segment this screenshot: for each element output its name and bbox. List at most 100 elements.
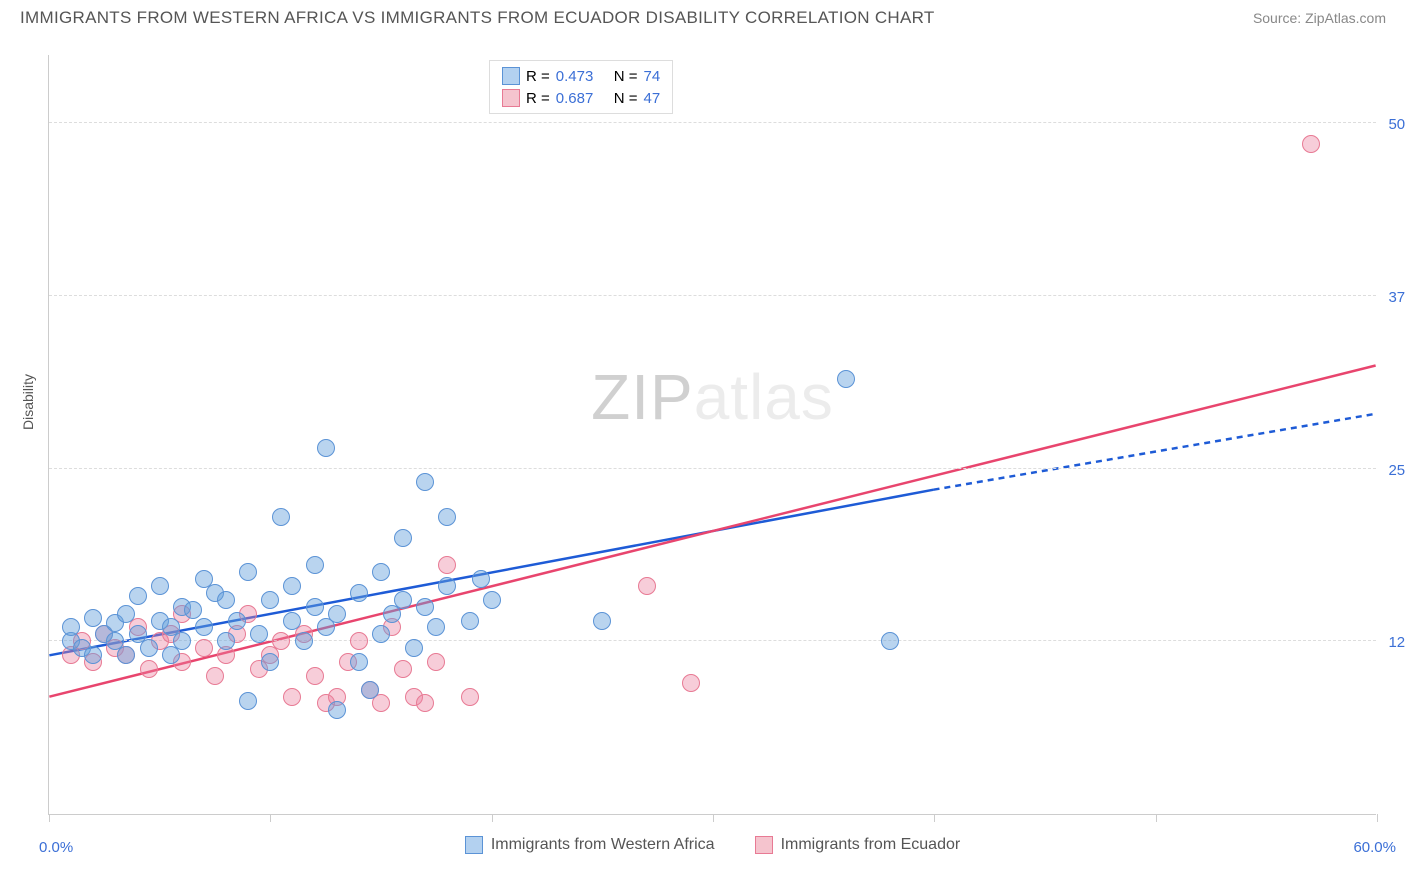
- scatter-point: [283, 612, 301, 630]
- scatter-point: [117, 605, 135, 623]
- legend-label-blue: Immigrants from Western Africa: [491, 836, 715, 854]
- legend-item-blue: Immigrants from Western Africa: [465, 836, 715, 854]
- chart-source: Source: ZipAtlas.com: [1253, 10, 1386, 26]
- scatter-point: [217, 591, 235, 609]
- x-tick: [934, 814, 935, 822]
- scatter-point: [1302, 135, 1320, 153]
- x-tick: [713, 814, 714, 822]
- scatter-point: [283, 577, 301, 595]
- scatter-point: [593, 612, 611, 630]
- scatter-point: [394, 660, 412, 678]
- scatter-point: [239, 563, 257, 581]
- scatter-point: [317, 439, 335, 457]
- scatter-point: [140, 639, 158, 657]
- x-axis-end-label: 60.0%: [1353, 839, 1396, 856]
- scatter-point: [416, 694, 434, 712]
- correlation-legend: R = 0.473 N = 74 R = 0.687 N = 47: [489, 60, 673, 114]
- chart-header: IMMIGRANTS FROM WESTERN AFRICA VS IMMIGR…: [0, 0, 1406, 32]
- x-tick: [1377, 814, 1378, 822]
- scatter-point: [250, 625, 268, 643]
- legend-row-blue: R = 0.473 N = 74: [502, 65, 660, 87]
- scatter-point: [129, 587, 147, 605]
- scatter-point: [483, 591, 501, 609]
- scatter-point: [881, 632, 899, 650]
- swatch-pink-icon: [755, 836, 773, 854]
- scatter-point: [306, 556, 324, 574]
- scatter-point: [372, 625, 390, 643]
- scatter-point: [372, 563, 390, 581]
- y-tick-label: 37.5%: [1388, 289, 1406, 306]
- scatter-point: [350, 653, 368, 671]
- scatter-point: [461, 612, 479, 630]
- y-tick-label: 50.0%: [1388, 116, 1406, 133]
- scatter-point: [427, 618, 445, 636]
- scatter-point: [283, 688, 301, 706]
- n-label: N =: [614, 90, 638, 107]
- legend-label-pink: Immigrants from Ecuador: [781, 836, 961, 854]
- scatter-point: [438, 508, 456, 526]
- scatter-point: [84, 646, 102, 664]
- scatter-point: [472, 570, 490, 588]
- scatter-point: [272, 508, 290, 526]
- scatter-point: [306, 667, 324, 685]
- scatter-point: [350, 584, 368, 602]
- scatter-point: [140, 660, 158, 678]
- x-tick: [49, 814, 50, 822]
- scatter-point: [416, 473, 434, 491]
- scatter-point: [638, 577, 656, 595]
- scatter-point: [394, 591, 412, 609]
- y-tick-label: 12.5%: [1388, 634, 1406, 651]
- scatter-point: [217, 632, 235, 650]
- watermark-part1: ZIP: [591, 361, 694, 433]
- series-legend: Immigrants from Western Africa Immigrant…: [49, 836, 1376, 854]
- scatter-point: [261, 591, 279, 609]
- watermark: ZIPatlas: [591, 360, 834, 434]
- scatter-point: [394, 529, 412, 547]
- scatter-point: [837, 370, 855, 388]
- chart-title: IMMIGRANTS FROM WESTERN AFRICA VS IMMIGR…: [20, 8, 935, 28]
- scatter-point: [361, 681, 379, 699]
- legend-row-pink: R = 0.687 N = 47: [502, 87, 660, 109]
- gridline-h: [49, 295, 1376, 296]
- legend-item-pink: Immigrants from Ecuador: [755, 836, 961, 854]
- r-label: R =: [526, 68, 550, 85]
- gridline-h: [49, 468, 1376, 469]
- y-tick-label: 25.0%: [1388, 462, 1406, 479]
- y-axis-label: Disability: [20, 374, 36, 430]
- scatter-point: [62, 618, 80, 636]
- scatter-point: [350, 632, 368, 650]
- scatter-point: [239, 692, 257, 710]
- scatter-point: [295, 632, 313, 650]
- r-value-blue: 0.473: [556, 68, 608, 85]
- gridline-h: [49, 122, 1376, 123]
- n-value-pink: 47: [644, 90, 661, 107]
- scatter-point: [195, 618, 213, 636]
- scatter-point: [195, 639, 213, 657]
- swatch-blue: [502, 67, 520, 85]
- scatter-point: [306, 598, 324, 616]
- n-label: N =: [614, 68, 638, 85]
- x-tick: [492, 814, 493, 822]
- scatter-point: [84, 609, 102, 627]
- scatter-point: [228, 612, 246, 630]
- x-axis-start-label: 0.0%: [39, 839, 73, 856]
- gridline-h: [49, 640, 1376, 641]
- r-value-pink: 0.687: [556, 90, 608, 107]
- scatter-point: [438, 577, 456, 595]
- scatter-point: [151, 577, 169, 595]
- scatter-point: [682, 674, 700, 692]
- scatter-point: [328, 701, 346, 719]
- x-tick: [270, 814, 271, 822]
- scatter-point: [405, 639, 423, 657]
- scatter-point: [173, 632, 191, 650]
- swatch-pink: [502, 89, 520, 107]
- scatter-point: [427, 653, 445, 671]
- scatter-point: [117, 646, 135, 664]
- scatter-point: [184, 601, 202, 619]
- scatter-point: [461, 688, 479, 706]
- chart-plot-area: ZIPatlas R = 0.473 N = 74 R = 0.687 N = …: [48, 55, 1376, 815]
- scatter-point: [438, 556, 456, 574]
- scatter-point: [206, 667, 224, 685]
- r-label: R =: [526, 90, 550, 107]
- swatch-blue-icon: [465, 836, 483, 854]
